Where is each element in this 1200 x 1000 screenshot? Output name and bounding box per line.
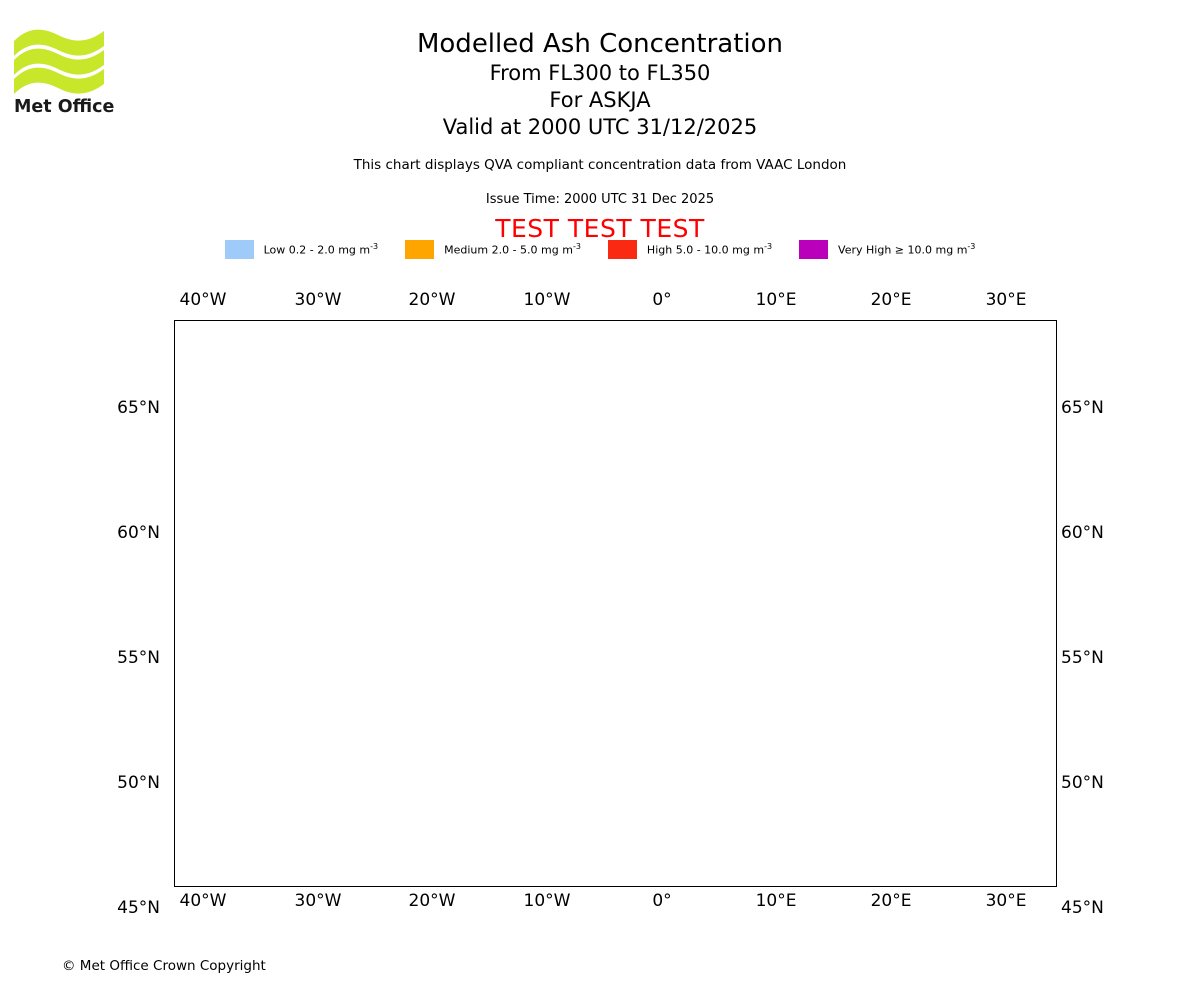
lon-label-bottom-0: 40°W [179,891,227,911]
lon-label-top-6: 20°E [870,290,912,310]
title-block: Modelled Ash Concentration From FL300 to… [0,28,1200,141]
logo-wordmark: Met Office [14,97,115,114]
lon-label-bottom-2: 20°W [408,891,456,911]
lat-label-right-0: 65°N [1061,398,1104,418]
lat-label-left-0: 65°N [117,398,160,418]
legend: Low 0.2 - 2.0 mg m-3 Medium 2.0 - 5.0 mg… [0,240,1200,259]
lon-label-bottom-5: 10°E [755,891,797,911]
legend-very-high-label: Very High ≥ 10.0 mg m-3 [838,242,976,257]
legend-high-label: High 5.0 - 10.0 mg m-3 [646,242,773,257]
lat-label-left-2: 55°N [117,648,160,668]
lon-label-top-1: 30°W [294,290,342,310]
map-frame [174,320,1057,887]
flight-level-subtitle: From FL300 to FL350 [489,61,711,85]
lon-label-top-4: 0° [652,290,672,310]
lon-label-top-0: 40°W [179,290,227,310]
met-office-logo-svg: Met Office [14,29,115,114]
lat-label-right-2: 55°N [1061,648,1104,668]
legend-low-label: Low 0.2 - 2.0 mg m-3 [263,242,379,257]
legend-very-high-swatch [799,240,829,259]
lat-label-left-3: 50°N [117,773,160,793]
lon-label-top-5: 10°E [755,290,797,310]
legend-medium: Medium 2.0 - 5.0 mg m-3 [405,240,581,259]
issue-time: Issue Time: 2000 UTC 31 Dec 2025 [485,192,715,207]
copyright-notice: © Met Office Crown Copyright [62,958,266,974]
lon-label-top-7: 30°E [985,290,1027,310]
legend-medium-label: Medium 2.0 - 5.0 mg m-3 [444,242,581,257]
lon-label-bottom-4: 0° [652,891,672,911]
lat-label-right-4: 45°N [1061,898,1104,918]
map-area: 40°W 30°W 20°W 10°W 0° 10°E 20°E 30°E 40… [117,290,1104,918]
legend-low: Low 0.2 - 2.0 mg m-3 [224,240,379,259]
lon-label-top-3: 10°W [523,290,571,310]
qva-note: This chart displays QVA compliant concen… [353,157,847,173]
lon-label-bottom-7: 30°E [985,891,1027,911]
logo-waves [14,29,104,94]
test-banner: TEST TEST TEST [495,214,705,243]
lon-label-top-2: 20°W [408,290,456,310]
valid-time-subtitle: Valid at 2000 UTC 31/12/2025 [442,115,758,139]
legend-very-high: Very High ≥ 10.0 mg m-3 [799,240,975,259]
lat-label-right-3: 50°N [1061,773,1104,793]
met-office-logo: Met Office [12,22,122,114]
volcano-subtitle: For ASKJA [549,88,651,112]
lon-label-bottom-3: 10°W [523,891,571,911]
lat-label-left-4: 45°N [117,898,160,918]
legend-high: High 5.0 - 10.0 mg m-3 [607,240,773,259]
legend-high-swatch [607,240,637,259]
lat-label-left-1: 60°N [117,523,160,543]
legend-low-swatch [224,240,254,259]
legend-medium-swatch [405,240,435,259]
lon-label-bottom-1: 30°W [294,891,342,911]
lon-label-bottom-6: 20°E [870,891,912,911]
lat-label-right-1: 60°N [1061,523,1104,543]
page-title: Modelled Ash Concentration [416,29,784,59]
